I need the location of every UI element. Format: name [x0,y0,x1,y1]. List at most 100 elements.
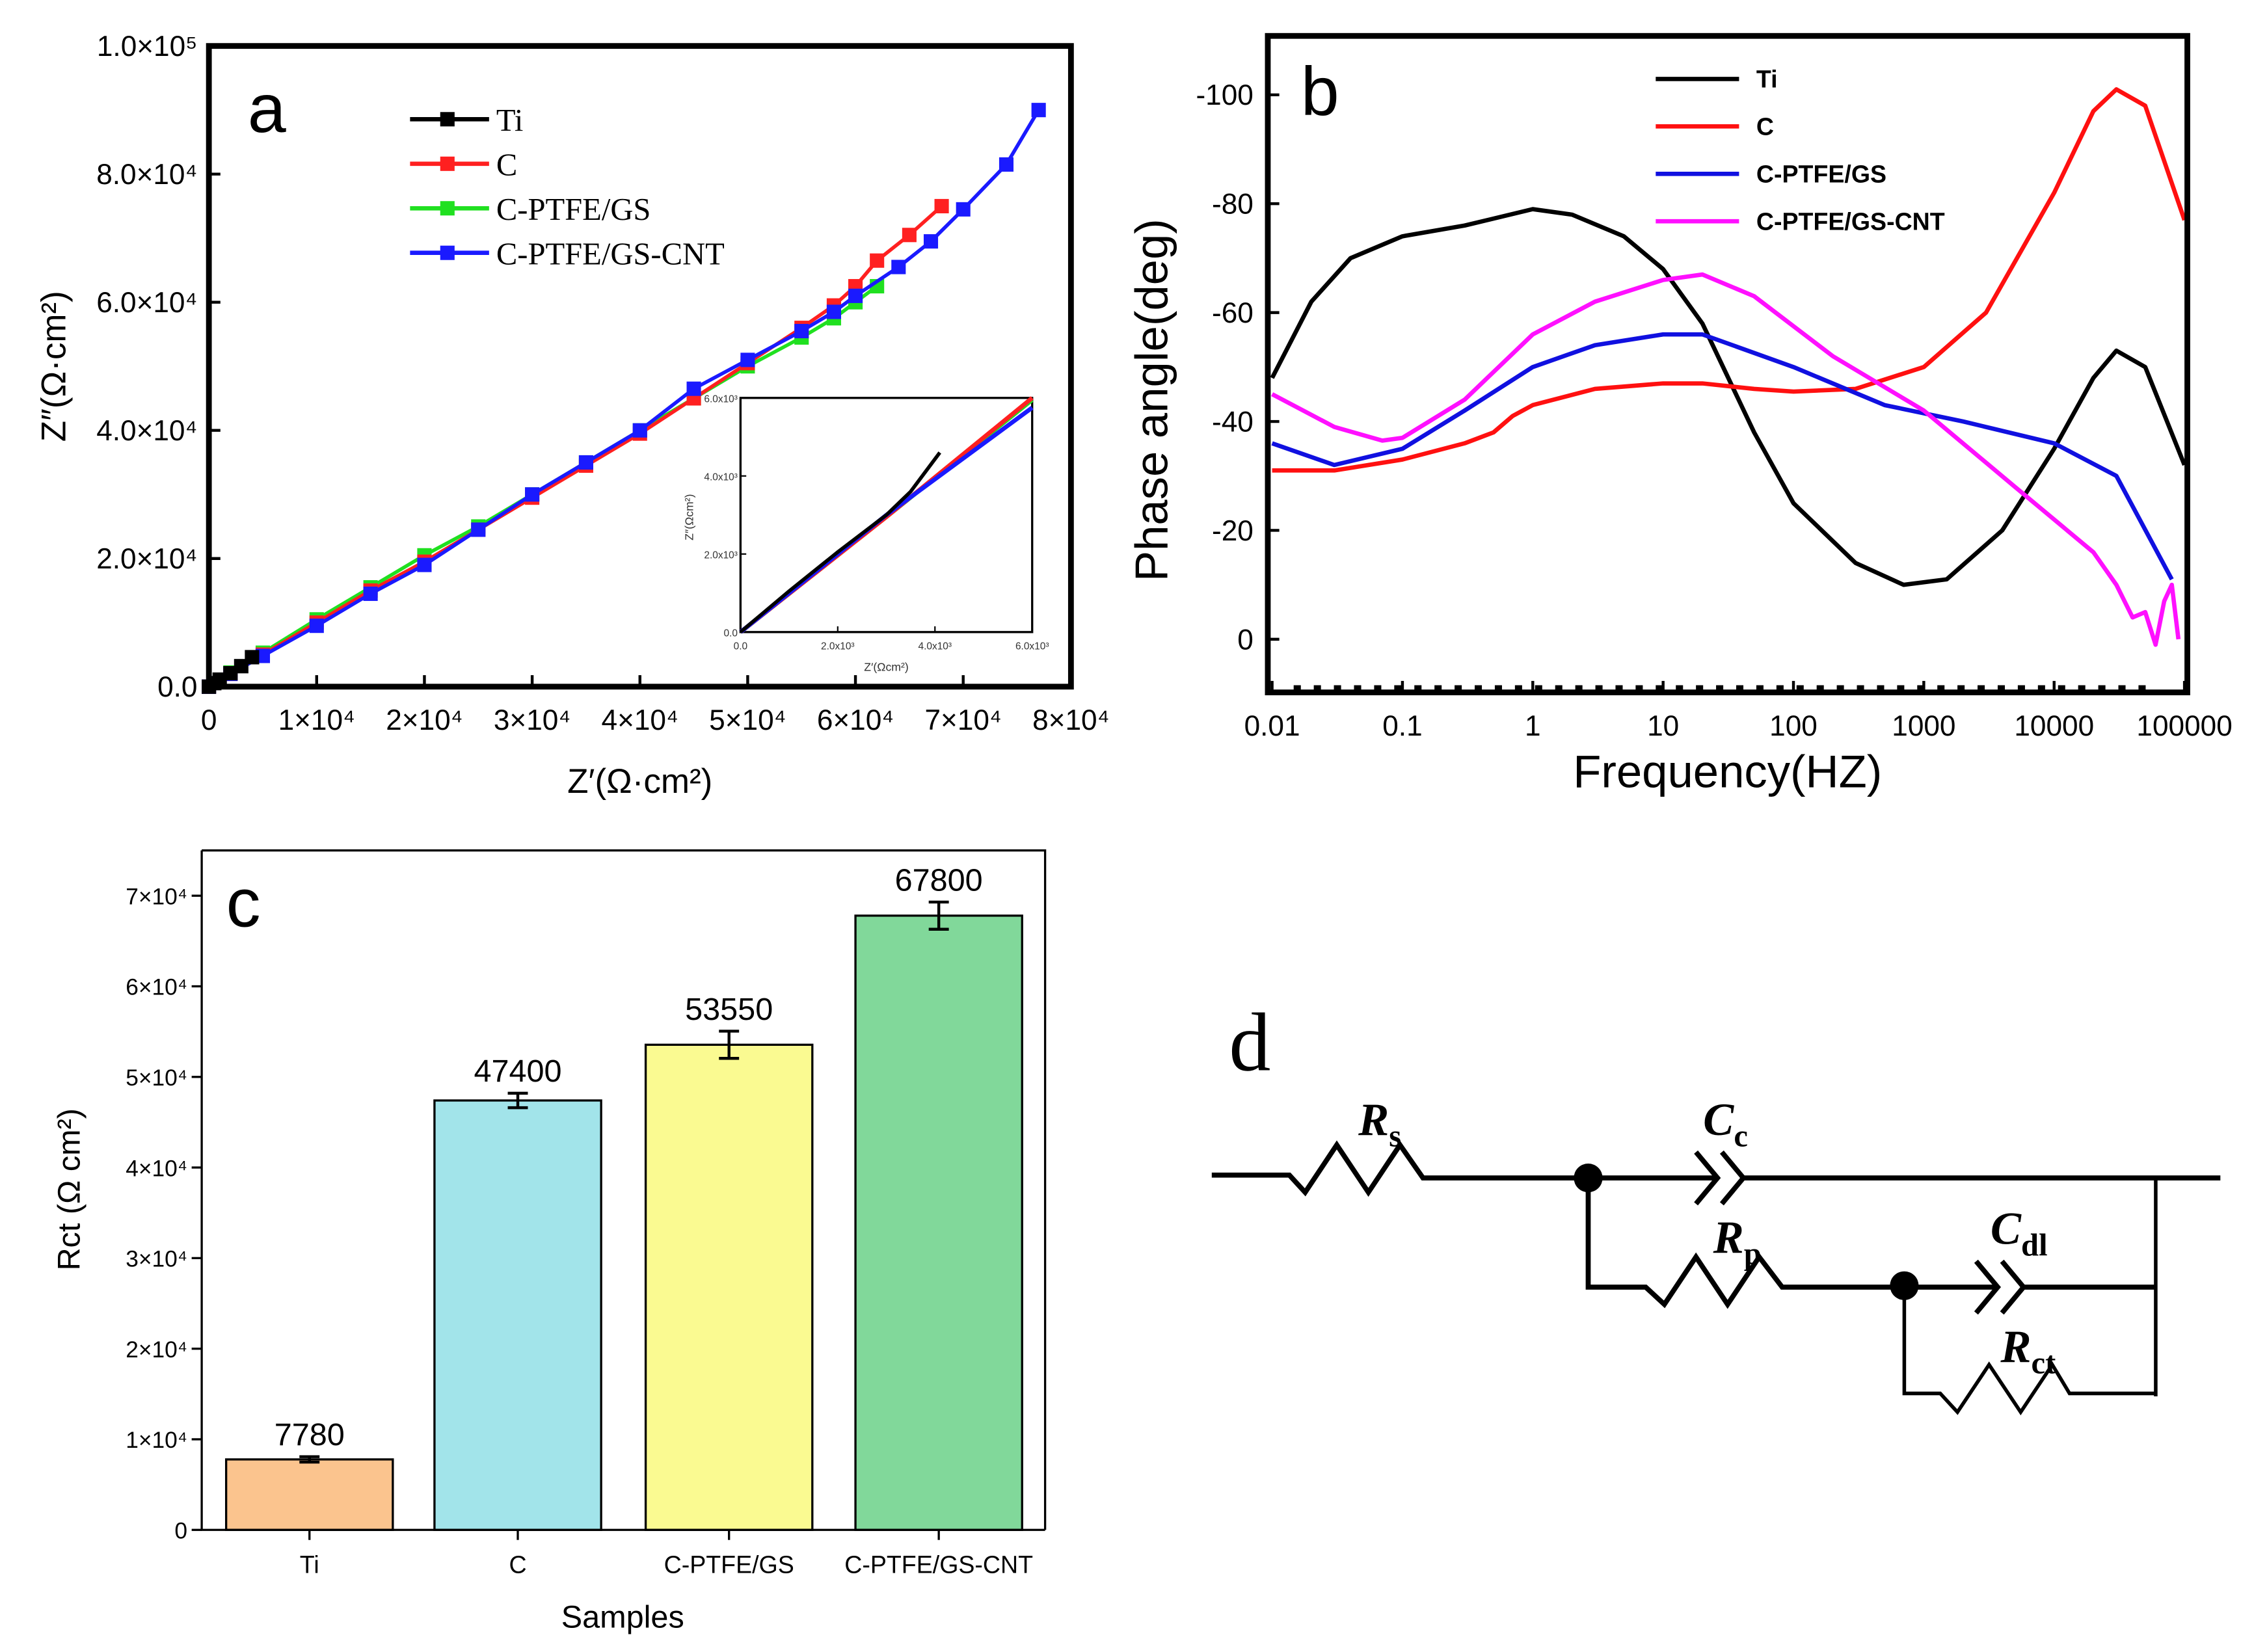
x-tick-label: Ti [300,1551,319,1579]
x-tick-label: 100000 [2136,710,2232,742]
inset-x-tick-label: 6.0x10³ [1015,641,1049,652]
minor-tick [1897,685,1905,693]
y-tick-label: 4.0×10⁴ [96,415,197,447]
minor-tick [1535,685,1542,693]
error-bar [507,1091,528,1110]
data-point [1031,103,1046,118]
y-tick-label: 7×10⁴ [126,884,187,909]
inset-x-tick-label: 2.0x10³ [821,641,855,652]
node-2 [1890,1271,1919,1300]
axes [200,850,1045,1531]
minor-tick [2017,685,2025,693]
x-tick-label: 6×10⁴ [817,704,894,736]
x-tick-label: 1000 [1892,710,1955,742]
label-rct: Rct [2000,1322,2056,1381]
x-tick-label: 7×10⁴ [924,704,1001,736]
data-point [891,260,906,274]
data-point [686,381,701,396]
data-point [826,304,841,319]
series-line-c-ptfe-gs [1271,332,2174,581]
label-rs: Rs [1358,1095,1401,1154]
x-tick-label: C-PTFE/GS-CNT [844,1551,1033,1579]
minor-tick [1776,685,1784,693]
error-bar [719,1030,740,1060]
y-axis-title: Rct (Ω cm²) [51,1108,87,1270]
label-cc: Cc [1703,1095,1748,1154]
y-tick-label: 5×10⁴ [126,1065,187,1091]
plot-frame [1265,33,2190,696]
capacitor-cc-left-plate [1694,1150,1721,1206]
inset-plot: 0.0 2.0x10³ 4.0x10³ 6.0x10³ 0.0 2.0x10³ 4.0x10… [682,393,1049,673]
minor-tick [1514,685,1522,693]
minor-tick [1937,685,1945,693]
minor-tick [1857,685,1864,693]
panel-c-rct-bar-chart: 0 1×10⁴ 2×10⁴ 3×10⁴ 4×10⁴ 5×10⁴ 6×10⁴ 7×10⁴ 7780… [51,849,1047,1634]
data-point [525,487,540,502]
data-point [417,557,432,572]
error-bar [299,1455,320,1464]
bar-value-label: 53550 [685,992,773,1027]
minor-tick [1917,685,1925,693]
minor-tick [1414,685,1422,693]
data-point [956,202,971,217]
capacitor-cc-right-plate [1719,1150,1747,1206]
y-tick-label: 1.0×10⁵ [97,31,198,62]
data-point [309,619,324,633]
bar-ti [224,1458,394,1531]
panel-label-a: a [248,70,286,147]
capacitor-cdl-left-plate [1974,1259,2002,1315]
plot-frame [206,43,1074,690]
plot-frame-top-right [202,849,1047,1530]
capacitor-cdl-right-plate [2000,1259,2027,1315]
inset-x-tick-label: 0.0 [734,641,747,652]
minor-tick [1656,685,1663,693]
minor-tick [1836,685,1844,693]
series-line-c-ptfe-gs-cnt [1271,272,2181,647]
data-point [740,353,755,367]
y-tick-label: 8.0×10⁴ [96,159,197,191]
data-point [902,228,917,243]
y-tick-label: -100 [1196,79,1253,111]
minor-tick [2118,685,2126,693]
minor-tick [1575,685,1583,693]
resistor-rct [1902,1286,2156,1416]
data-point [999,157,1014,172]
minor-tick [1957,685,1965,693]
legend-marker [440,112,455,127]
legend-marker [440,201,455,216]
inset-y-tick-label: 4.0x10³ [704,472,738,483]
data-point [578,455,593,470]
minor-tick [1394,685,1402,693]
minor-tick [1676,685,1684,693]
x-tick-label: 8×10⁴ [1032,704,1109,736]
data-point [934,198,949,213]
panel-label-c: c [226,865,261,942]
series-line-ti [1270,207,2187,587]
y-axis-title: Phase angle(deg) [1125,219,1177,581]
legend-marker [440,156,455,171]
inset-x-tick-label: 4.0x10³ [918,641,952,652]
node-1 [1574,1164,1603,1193]
x-tick-label: 3×10⁴ [494,704,570,736]
minor-tick [1816,685,1824,693]
x-tick-label: 2×10⁴ [386,704,463,736]
resistor-rs [1211,1140,1589,1197]
x-tick-label: 100 [1769,710,1818,742]
y-tick-label: 2.0×10⁴ [96,543,197,575]
minor-tick [1877,685,1885,693]
y-axis-title: Z″(Ω·cm²) [34,291,73,442]
panel-b-bode-phase-plot: 0.01 0.1 1 10 100 1000 10000 100000 0 -20 -40 -60 -8… [1125,33,2233,797]
bar-value-label: 47400 [474,1054,561,1089]
legend-label: C-PTFE/GS-CNT [496,236,725,271]
data-point [794,323,809,339]
minor-tick [2058,685,2065,693]
x-axis-title: Z′(Ω·cm²) [567,762,712,801]
minor-tick [1374,685,1382,693]
y-tick-label: 6.0×10⁴ [96,287,197,319]
inset-series-line [739,451,941,633]
minor-tick [1595,685,1603,693]
data-point [870,253,885,268]
inset-y-tick-label: 0.0 [723,628,737,639]
legend-label: C-PTFE/GS [1756,161,1886,188]
